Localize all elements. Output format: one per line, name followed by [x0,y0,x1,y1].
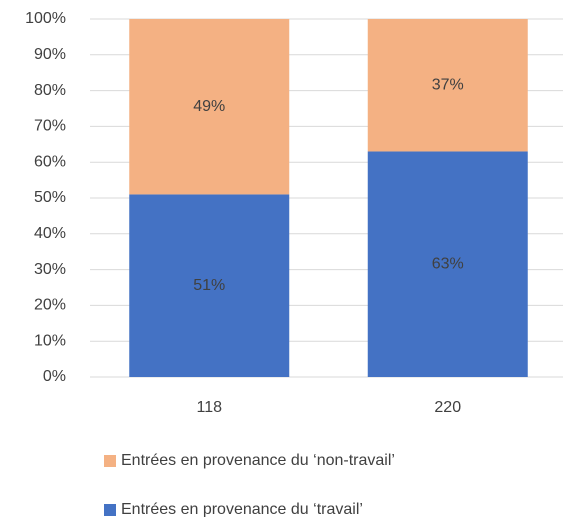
x-tick-label: 118 [196,399,222,416]
y-tick-label: 40% [34,225,66,242]
legend-label: Entrées en provenance du ‘travail’ [121,501,363,517]
legend-swatch [104,455,116,467]
data-label: 51% [193,277,225,294]
y-tick-label: 70% [34,118,66,135]
x-tick-label: 220 [434,399,461,416]
bar-segment [129,19,290,195]
data-label: 37% [432,76,464,93]
data-label: 49% [193,98,225,115]
data-label: 63% [432,255,464,272]
y-tick-label: 30% [34,261,66,278]
y-tick-label: 100% [25,10,66,27]
y-tick-label: 10% [34,332,66,349]
y-tick-label: 0% [43,368,66,385]
legend-swatch [104,504,116,516]
y-tick-label: 80% [34,82,66,99]
bar-segment [367,151,528,377]
y-tick-label: 90% [34,46,66,63]
bar-segment [129,194,290,377]
y-tick-label: 50% [34,189,66,206]
legend-label: Entrées en provenance du ‘non-travail’ [121,452,395,469]
bar-segment [367,19,528,152]
y-tick-label: 20% [34,297,66,314]
y-tick-label: 60% [34,153,66,170]
